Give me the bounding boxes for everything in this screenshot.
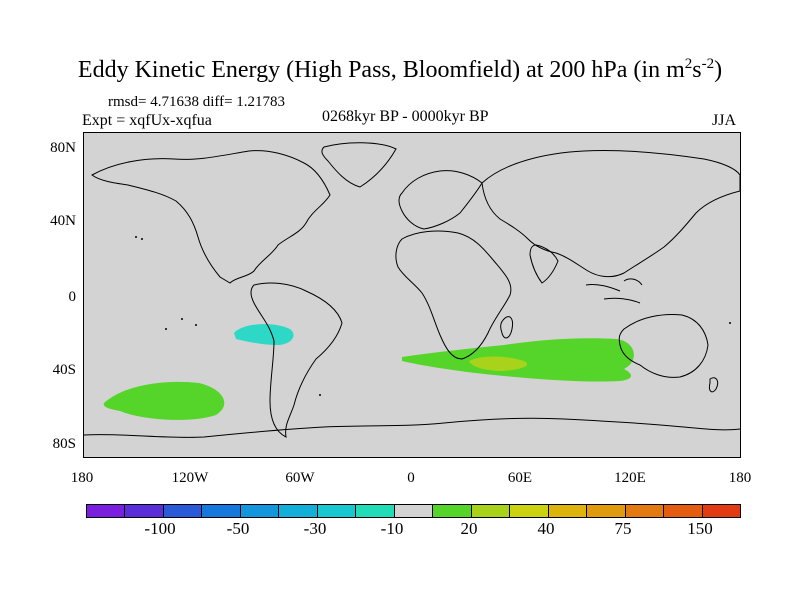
colorbar-label-150: 150 (687, 519, 713, 538)
colorbar-box (162, 504, 203, 518)
colorbar-box (701, 504, 741, 518)
x-label-180w: 180 (70, 470, 94, 486)
world-map (83, 132, 741, 458)
small-islands (135, 236, 731, 396)
period-label: 0268kyr BP - 0000kyr BP (322, 108, 489, 125)
island-pacific-3 (165, 328, 167, 330)
colorbar (86, 504, 741, 518)
island-pacific-1 (181, 318, 183, 320)
colorbar-label-neg100: -100 (144, 519, 176, 538)
colorbar-label-75: 75 (614, 519, 632, 538)
y-label-80n: 80N (50, 140, 76, 156)
colorbar-box (509, 504, 549, 518)
colorbar-label-40: 40 (537, 519, 555, 538)
x-label-60e: 60E (507, 470, 533, 486)
colorbar-label-20: 20 (460, 519, 478, 538)
coastline-greenland (321, 142, 397, 188)
colorbar-label-neg50: -50 (226, 519, 250, 538)
season-label: JJA (712, 112, 737, 129)
coastlines (84, 142, 740, 438)
coastline-india (529, 244, 559, 284)
colorbar-box (586, 504, 626, 518)
colorbar-box (124, 504, 164, 518)
rmsd-diff-stats: rmsd= 4.71638 diff= 1.21783 (108, 94, 286, 110)
colorbar-box (201, 504, 241, 518)
coastline-new-zealand (709, 377, 719, 393)
coastline-australia (618, 314, 709, 378)
y-label-40s: 40S (52, 362, 76, 378)
island-falklands (319, 394, 321, 396)
colorbar-box (278, 504, 318, 518)
south-pacific-positive-region (103, 381, 225, 420)
coastline-africa (395, 230, 512, 360)
colorbar-box (86, 504, 126, 518)
coastline-antarctica (84, 417, 740, 438)
coastline-maritime-asia (585, 278, 643, 304)
colorbar-box (432, 504, 472, 518)
x-label-120w: 120W (171, 470, 209, 486)
colorbar-label-neg30: -30 (303, 519, 327, 538)
coastline-europe (398, 170, 483, 230)
coastline-south-america (250, 282, 343, 438)
map-canvas (84, 142, 740, 438)
island-hawaii-2 (141, 238, 143, 240)
x-label-180e: 180 (728, 470, 752, 486)
x-label-0: 0 (407, 470, 415, 486)
coastline-madagascar (500, 316, 513, 339)
y-label-0: 0 (68, 289, 77, 305)
colorbar-box (624, 504, 665, 518)
x-label-120e: 120E (614, 470, 646, 486)
island-hawaii (135, 236, 137, 238)
colorbar-box (316, 504, 357, 518)
colorbar-box (393, 504, 434, 518)
southeast-pacific-negative-region (234, 324, 294, 345)
coastline-north-america (91, 150, 331, 284)
colorbar-box (547, 504, 588, 518)
y-label-80s: 80S (52, 436, 76, 452)
experiment-label: Expt = xqfUx-xqfua (82, 112, 212, 129)
island-fiji (729, 322, 731, 324)
colorbar-box (663, 504, 703, 518)
colorbar-box (239, 504, 280, 518)
island-pacific-2 (195, 324, 197, 326)
southern-indian-core-region (469, 356, 528, 371)
plot-title: Eddy Kinetic Energy (High Pass, Bloomfie… (77, 56, 723, 83)
y-label-40n: 40N (50, 213, 76, 229)
colorbar-box (355, 504, 395, 518)
colorbar-label-neg10: -10 (380, 519, 404, 538)
coastline-asia (481, 149, 740, 278)
x-label-60w: 60W (285, 470, 315, 486)
colorbar-box (470, 504, 511, 518)
